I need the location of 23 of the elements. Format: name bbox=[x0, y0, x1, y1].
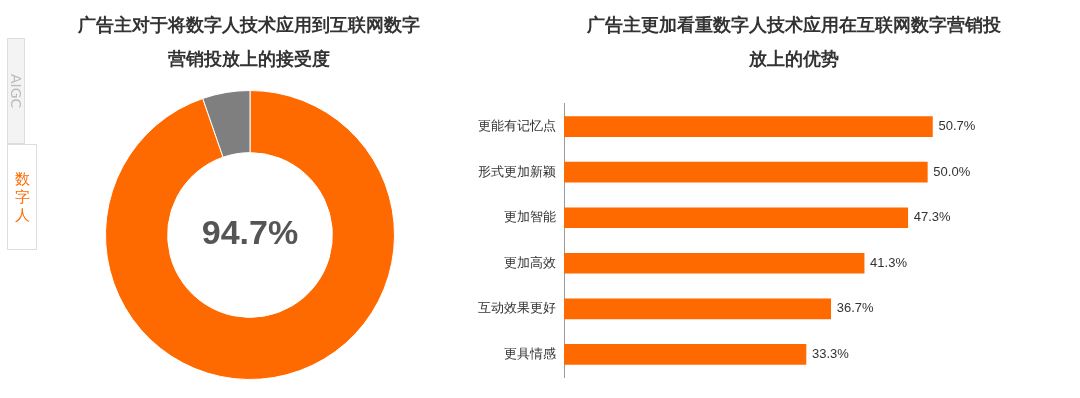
bar bbox=[564, 116, 933, 137]
data-label: 33.3% bbox=[811, 345, 850, 361]
y-tick-label: 更能有记忆点 bbox=[478, 117, 556, 133]
y-tick-label: 更加高效 bbox=[504, 254, 556, 270]
y-tick-label: 互动效果更好 bbox=[478, 300, 556, 316]
data-label: 47.3% bbox=[913, 209, 952, 225]
data-label: 41.3% bbox=[870, 254, 908, 270]
bar bbox=[564, 252, 865, 274]
data-label: 94.7% bbox=[201, 213, 299, 252]
bar bbox=[564, 207, 909, 229]
bar bbox=[564, 298, 832, 320]
tab-button: AIGC bbox=[7, 38, 25, 144]
y-tick-label: 形式更加新颖 bbox=[478, 163, 556, 179]
data-label: 50.0% bbox=[933, 163, 971, 179]
bar bbox=[564, 344, 807, 365]
data-label: 36.7% bbox=[836, 300, 874, 316]
y-tick-label: 更加智能 bbox=[504, 209, 556, 225]
tab-button: 数字人 bbox=[7, 144, 37, 250]
chart-title: 广告主更加看重数字人技术应用在互联网数字营销投放上的优势 bbox=[586, 13, 1002, 71]
chart-title: 广告主对于将数字人技术应用到互联网数字营销投放上的接受度 bbox=[77, 13, 421, 71]
bar bbox=[564, 161, 928, 183]
y-tick-label: 更具情感 bbox=[504, 345, 556, 361]
data-label: 50.7% bbox=[938, 118, 976, 134]
